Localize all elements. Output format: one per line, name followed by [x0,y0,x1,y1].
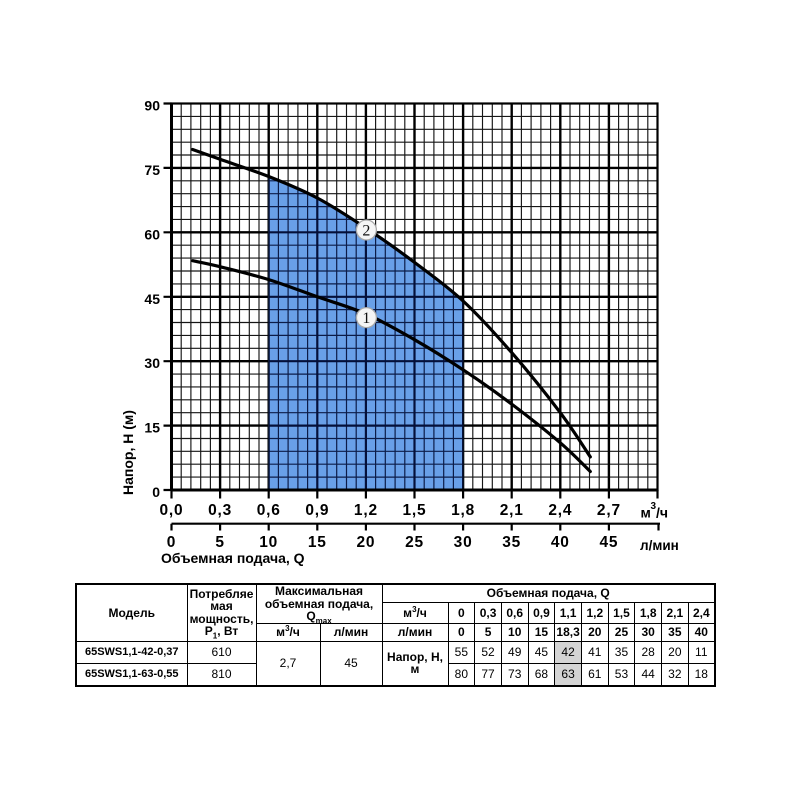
svg-text:Напор, Н (м): Напор, Н (м) [120,410,136,495]
svg-text:2,4: 2,4 [548,502,572,519]
svg-text:25: 25 [405,534,424,551]
svg-text:0,3: 0,3 [208,502,232,519]
svg-text:45: 45 [144,291,160,307]
svg-text:90: 90 [144,98,160,114]
svg-text:0,9: 0,9 [305,502,329,519]
svg-text:2,1: 2,1 [500,502,524,519]
svg-text:/ч: /ч [656,505,668,521]
svg-text:75: 75 [144,162,160,178]
svg-text:0,6: 0,6 [257,502,281,519]
svg-text:15: 15 [144,420,160,436]
svg-text:20: 20 [356,534,375,551]
svg-text:5: 5 [215,534,224,551]
svg-text:30: 30 [454,534,473,551]
svg-text:2: 2 [362,222,370,239]
svg-text:0: 0 [167,534,176,551]
svg-text:10: 10 [259,534,278,551]
svg-text:1,8: 1,8 [451,502,475,519]
svg-text:3: 3 [651,501,657,512]
svg-text:м: м [641,505,651,521]
svg-text:15: 15 [308,534,327,551]
svg-text:2,7: 2,7 [597,502,621,519]
svg-text:40: 40 [551,534,570,551]
svg-text:0: 0 [152,484,160,500]
svg-text:30: 30 [144,355,160,371]
svg-text:35: 35 [502,534,521,551]
svg-text:0,0: 0,0 [160,502,184,519]
svg-text:60: 60 [144,226,160,242]
svg-text:л/мин: л/мин [640,538,679,553]
svg-text:1,5: 1,5 [403,502,427,519]
svg-text:1,2: 1,2 [354,502,378,519]
svg-text:Объемная подача, Q: Объемная подача, Q [161,550,305,566]
svg-text:1: 1 [362,310,370,327]
svg-text:45: 45 [599,534,618,551]
